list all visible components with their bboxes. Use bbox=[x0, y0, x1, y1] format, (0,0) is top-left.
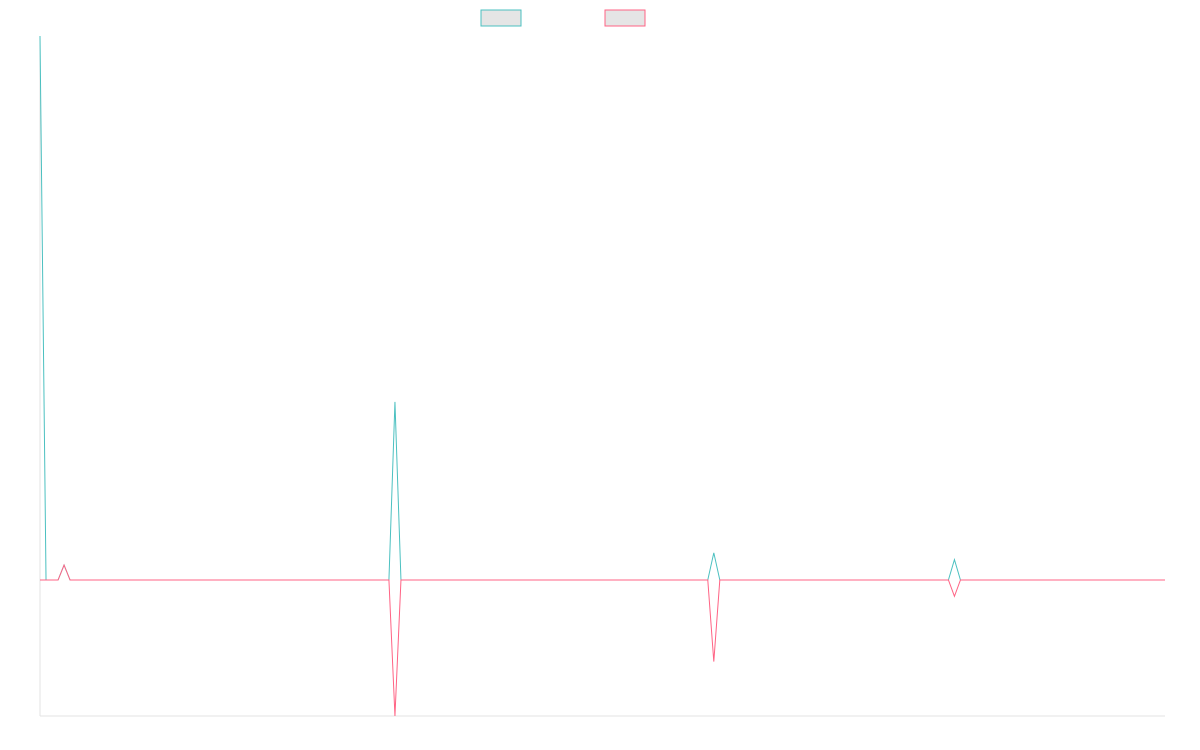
series-line-1 bbox=[39, 35, 1165, 581]
legend-item-1[interactable] bbox=[480, 9, 522, 27]
legend-item-2[interactable] bbox=[604, 9, 646, 27]
series-layer bbox=[39, 35, 1165, 717]
chart-axes bbox=[39, 36, 1165, 717]
legend-swatch-2 bbox=[604, 9, 646, 27]
series-line-2 bbox=[40, 563, 1165, 717]
legend-swatch-1 bbox=[480, 9, 522, 27]
chart-legend bbox=[480, 9, 646, 27]
